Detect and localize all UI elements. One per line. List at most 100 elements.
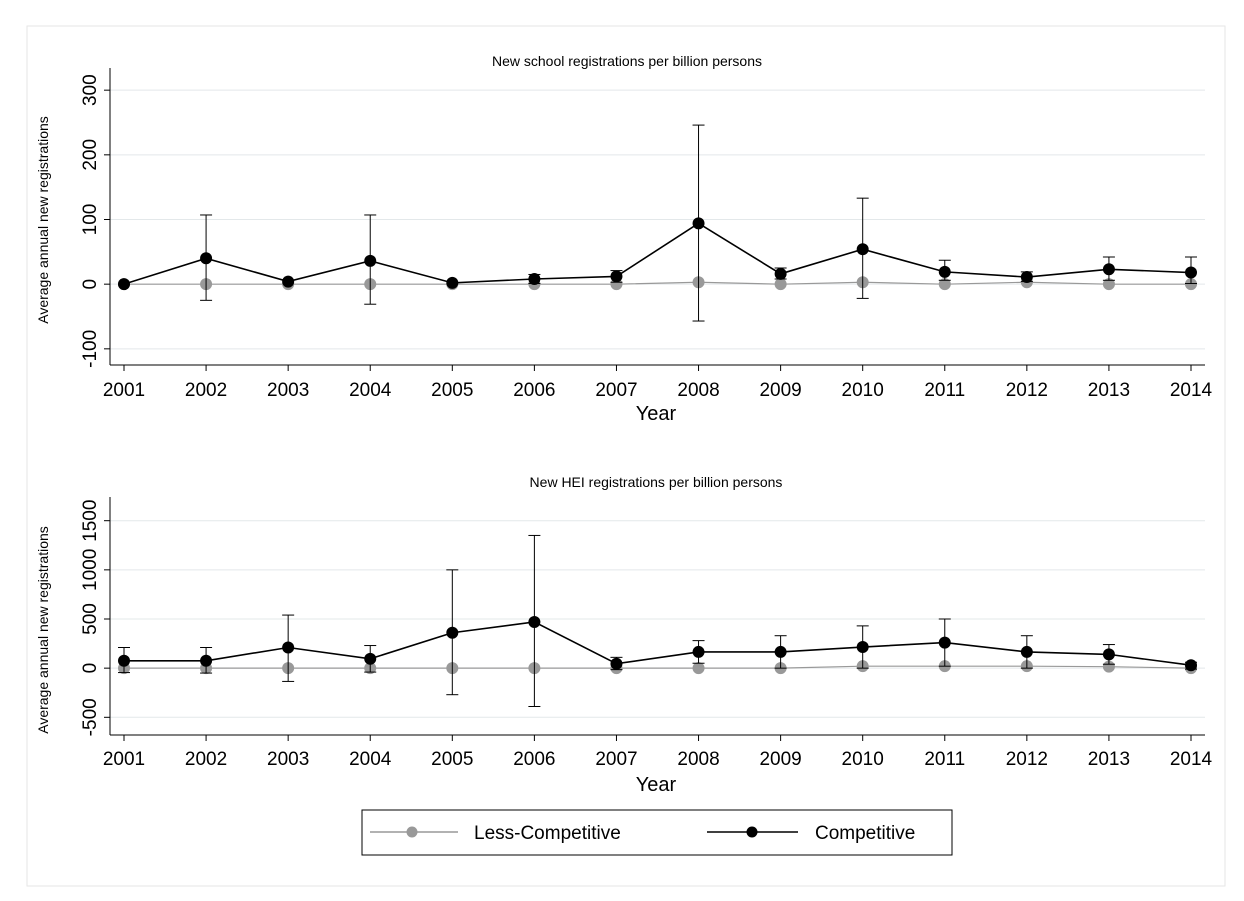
series-line bbox=[124, 281, 1191, 285]
legend-label: Less-Competitive bbox=[474, 823, 621, 844]
x-tick-label: 2004 bbox=[349, 749, 392, 770]
data-point bbox=[200, 252, 213, 265]
y-tick-label: 1500 bbox=[80, 500, 101, 542]
panel-title: New school registrations per billion per… bbox=[492, 53, 762, 69]
data-point bbox=[774, 645, 787, 658]
legend-swatch-marker bbox=[746, 826, 758, 838]
y-tick-label: 0 bbox=[80, 279, 101, 290]
axes bbox=[104, 68, 1205, 371]
data-point bbox=[692, 662, 705, 675]
x-tick-label: 2007 bbox=[595, 749, 637, 770]
data-point bbox=[282, 275, 295, 288]
x-tick-label: 2008 bbox=[677, 380, 719, 401]
y-tick-label: 500 bbox=[80, 603, 101, 635]
x-tick-label: 2002 bbox=[185, 380, 227, 401]
x-tick-label: 2012 bbox=[1006, 380, 1048, 401]
x-tick-label: 2006 bbox=[513, 380, 555, 401]
data-point bbox=[938, 265, 951, 278]
series-layer bbox=[118, 534, 1197, 707]
data-point bbox=[610, 270, 623, 283]
legend-swatch-marker bbox=[406, 826, 418, 838]
x-tick-label: 2001 bbox=[103, 749, 145, 770]
axes bbox=[104, 497, 1205, 741]
x-tick-label: 2007 bbox=[595, 380, 637, 401]
y-axis-title: Average annual new registrations bbox=[35, 526, 51, 734]
x-tick-label: 2014 bbox=[1170, 749, 1213, 770]
y-tick-label: 1000 bbox=[80, 549, 101, 591]
x-tick-label: 2008 bbox=[677, 749, 719, 770]
series-line bbox=[124, 621, 1192, 666]
data-point bbox=[528, 615, 541, 628]
data-point bbox=[528, 272, 541, 285]
data-point bbox=[446, 626, 459, 639]
data-point bbox=[364, 254, 377, 267]
legend-item-less-competitive: Less-Competitive bbox=[370, 823, 621, 844]
data-point bbox=[1020, 645, 1033, 658]
data-point bbox=[1185, 278, 1197, 291]
x-tick-label: 2005 bbox=[431, 380, 473, 401]
x-tick-label: 2006 bbox=[513, 749, 555, 770]
data-point bbox=[610, 657, 623, 670]
series-line bbox=[123, 222, 1192, 285]
x-tick-label: 2004 bbox=[349, 380, 392, 401]
legend-box bbox=[361, 809, 953, 856]
x-tick-label: 2011 bbox=[924, 380, 965, 401]
x-tick-label: 2013 bbox=[1088, 380, 1130, 401]
data-point bbox=[692, 645, 705, 658]
x-tick-label: 2003 bbox=[267, 380, 309, 401]
data-point bbox=[774, 267, 787, 280]
data-point bbox=[938, 278, 951, 291]
data-point bbox=[1020, 271, 1033, 284]
y-tick-labels: -500 0 500 1000 1500 bbox=[80, 500, 101, 737]
data-point bbox=[1102, 648, 1115, 661]
x-tick-label: 2009 bbox=[759, 749, 801, 770]
data-point bbox=[1102, 660, 1115, 673]
data-point bbox=[282, 641, 295, 654]
x-tick-label: 2010 bbox=[842, 749, 884, 770]
x-tick-label: 2003 bbox=[267, 749, 309, 770]
x-tick-label: 2012 bbox=[1006, 749, 1048, 770]
y-tick-label: 300 bbox=[80, 74, 101, 106]
x-tick-label: 2009 bbox=[759, 380, 801, 401]
data-point bbox=[446, 276, 459, 289]
panel-background bbox=[28, 28, 1224, 454]
data-point bbox=[938, 636, 951, 649]
x-tick-label: 2011 bbox=[924, 749, 965, 770]
legend-label: Competitive bbox=[815, 823, 915, 844]
y-tick-labels: -100 0 100 200 300 bbox=[80, 74, 101, 368]
x-axis-title: Year bbox=[636, 403, 677, 425]
y-tick-label: -500 bbox=[80, 698, 101, 736]
data-point bbox=[118, 654, 130, 667]
panel-hei-registrations: New HEI registrations per billion person… bbox=[28, 458, 1224, 798]
data-point bbox=[1185, 266, 1197, 279]
x-tick-label: 2014 bbox=[1170, 380, 1213, 401]
data-point bbox=[118, 278, 130, 291]
data-point bbox=[856, 243, 869, 256]
series-line bbox=[124, 665, 1192, 669]
x-tick-label: 2013 bbox=[1088, 749, 1130, 770]
y-tick-label: -100 bbox=[80, 330, 101, 368]
data-point bbox=[364, 652, 377, 665]
y-axis-title: Average annual new registrations bbox=[35, 116, 51, 324]
panel-background bbox=[28, 458, 1224, 798]
y-tick-label: 200 bbox=[80, 139, 101, 171]
x-tick-labels: 2001 2002 2003 2004 2005 2006 2007 2008 2009 2010… bbox=[103, 749, 1213, 770]
panel-school-registrations: New school registrations per billion per… bbox=[28, 28, 1224, 454]
x-axis-title: Year bbox=[636, 774, 677, 796]
x-tick-label: 2005 bbox=[431, 749, 473, 770]
data-point bbox=[1102, 263, 1115, 276]
panel-title: New HEI registrations per billion person… bbox=[530, 474, 783, 490]
data-point bbox=[856, 641, 869, 654]
y-tick-label: 0 bbox=[80, 663, 101, 674]
legend-item-competitive: Competitive bbox=[707, 823, 915, 844]
series-layer bbox=[118, 124, 1197, 322]
x-tick-label: 2010 bbox=[842, 380, 884, 401]
x-tick-label: 2001 bbox=[103, 380, 145, 401]
legend: Less-Competitive Competitive bbox=[361, 809, 953, 856]
x-tick-labels: 2001 2002 2003 2004 2005 2006 2007 2008 2009 2010… bbox=[103, 380, 1213, 401]
series-competitive bbox=[118, 534, 1197, 707]
series-competitive bbox=[118, 124, 1197, 322]
data-point bbox=[1102, 278, 1115, 291]
data-point bbox=[692, 217, 705, 230]
